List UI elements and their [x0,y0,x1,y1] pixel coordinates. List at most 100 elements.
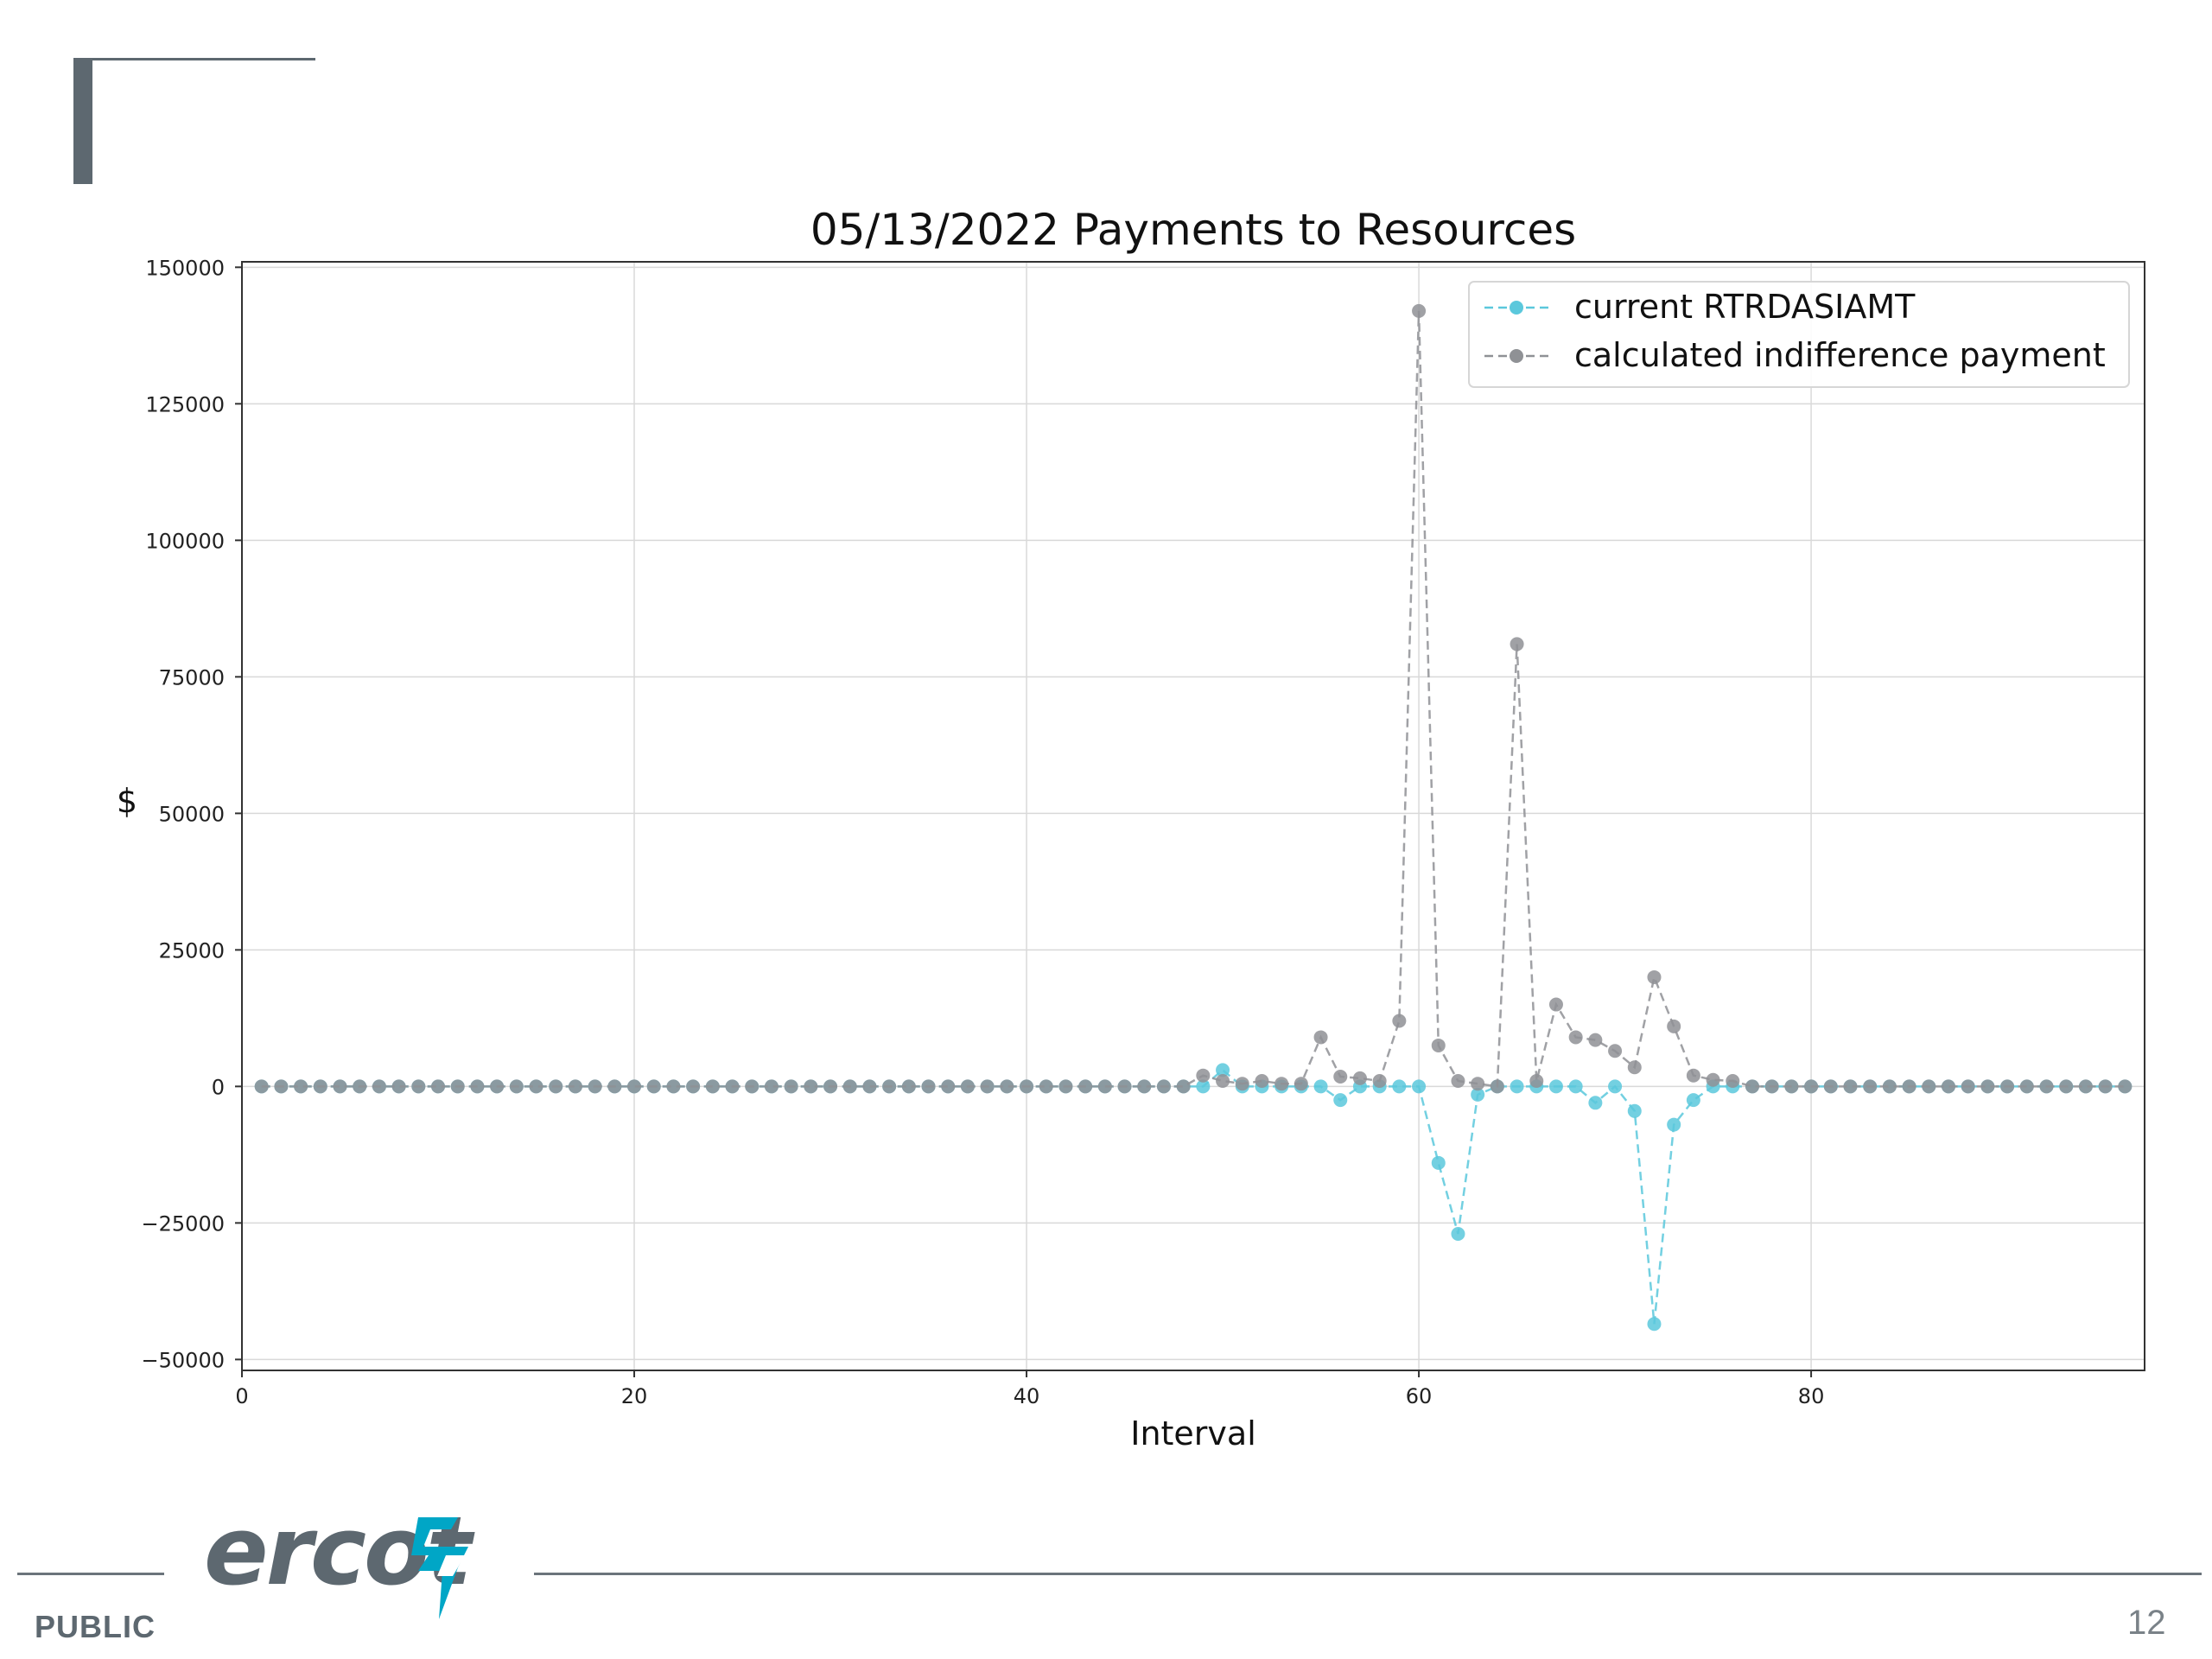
data-point [1961,1079,1975,1094]
data-point [1667,1019,1681,1033]
data-point [1176,1079,1191,1094]
data-point [490,1079,505,1094]
data-point [842,1079,857,1094]
data-point [1823,1079,1838,1094]
data-point [784,1079,798,1094]
data-point [1216,1063,1230,1077]
data-point [1647,1317,1662,1332]
y-axis-label: $ [117,782,137,820]
data-point [1647,969,1662,984]
data-point [450,1079,465,1094]
data-point [725,1079,740,1094]
y-tick-label: 125000 [145,392,225,416]
data-point [1412,1079,1427,1094]
data-point [1196,1068,1211,1083]
data-point [1137,1079,1152,1094]
data-point [1548,1079,1563,1094]
data-point [1451,1074,1465,1089]
series-line [261,1068,2126,1325]
data-point [1216,1074,1230,1089]
data-point [1451,1226,1465,1241]
data-point [1274,1077,1289,1091]
data-point [431,1079,446,1094]
slide-corner-rule-vertical [73,58,92,184]
footer-divider-left [17,1573,164,1575]
data-point [1471,1077,1485,1091]
series-group [254,303,2133,1094]
data-point [1568,1079,1583,1094]
lightning-bolt-icon [411,1517,468,1619]
data-point [1352,1071,1367,1085]
data-point [274,1079,289,1094]
data-point [2019,1079,2034,1094]
data-point [1333,1069,1348,1084]
data-point [1922,1079,1936,1094]
y-tick-label: 50000 [159,802,225,826]
data-point [1039,1079,1053,1094]
data-point [941,1079,956,1094]
data-point [1902,1079,1916,1094]
data-point [391,1079,406,1094]
data-point [1608,1079,1623,1094]
y-tick-label: 150000 [145,256,225,280]
data-point [1156,1079,1171,1094]
y-tick-label: 75000 [159,665,225,690]
data-point [372,1079,386,1094]
x-tick-label: 60 [1406,1384,1433,1408]
data-point [1255,1074,1269,1089]
data-point [529,1079,543,1094]
data-point [901,1079,916,1094]
data-point [1235,1077,1249,1091]
data-point [1568,1030,1583,1045]
data-point [333,1079,347,1094]
data-point [1392,1014,1407,1028]
data-point [2059,1079,2074,1094]
data-point [470,1079,485,1094]
data-point [882,1079,897,1094]
data-point [1294,1077,1308,1091]
data-point [2118,1079,2133,1094]
data-point [1686,1068,1700,1083]
data-point [1667,1117,1681,1132]
ercot-logo-mark-icon [411,1517,468,1619]
data-point [1078,1079,1093,1094]
data-point [2039,1079,2054,1094]
series-group [254,1063,2133,1332]
legend-swatch-marker-current-rtrdasiamt [1510,301,1523,315]
data-point [921,1079,936,1094]
data-point [1726,1074,1740,1089]
data-point [666,1079,681,1094]
data-point [549,1079,563,1094]
data-point [1431,1155,1446,1170]
data-point [1804,1079,1819,1094]
data-point [960,1079,975,1094]
data-point [1548,997,1563,1012]
data-point [1843,1079,1858,1094]
data-point [1627,1060,1642,1075]
data-point [1372,1074,1387,1089]
data-point [1313,1030,1328,1045]
data-point [254,1079,269,1094]
data-point [1020,1079,1034,1094]
data-point [607,1079,622,1094]
data-point [804,1079,818,1094]
x-tick-label: 20 [621,1384,648,1408]
chart-ticks: 0 20 40 60 80 −50000 −25000 0 25000 50000 75000 100… [142,256,1825,1408]
data-point [705,1079,720,1094]
x-tick-label: 40 [1014,1384,1040,1408]
x-tick-label: 0 [235,1384,248,1408]
data-point [1941,1079,1955,1094]
data-point [1608,1044,1623,1058]
data-point [1510,1079,1524,1094]
legend-swatch-marker-indifference-payment [1510,349,1523,363]
data-point [1097,1079,1112,1094]
payments-chart: 0 20 40 60 80 −50000 −25000 0 25000 50000 75000 100… [117,205,2145,1452]
data-point [1588,1096,1603,1110]
y-tick-label: −25000 [142,1211,225,1236]
data-point [2098,1079,2113,1094]
data-point [1706,1072,1720,1087]
data-point [646,1079,661,1094]
data-point [980,1079,995,1094]
data-point [1764,1079,1779,1094]
data-point [411,1079,426,1094]
